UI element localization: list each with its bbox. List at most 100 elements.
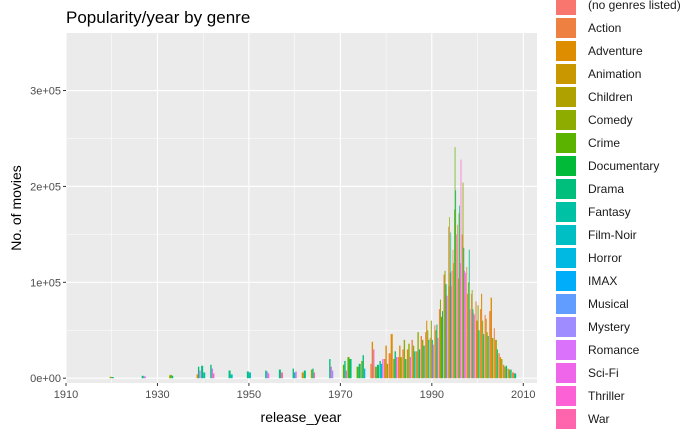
bar <box>210 364 212 379</box>
legend-key <box>556 87 576 107</box>
bar <box>356 366 359 379</box>
legend-key <box>556 179 576 199</box>
bar <box>450 232 452 379</box>
bar <box>440 316 442 379</box>
legend-label: Documentary <box>588 159 659 173</box>
bar <box>468 249 470 379</box>
x-tick-label: 1930 <box>145 389 169 401</box>
bar <box>449 217 450 379</box>
bar <box>444 270 446 379</box>
bar <box>111 377 114 379</box>
bar <box>510 369 512 379</box>
legend-label: Thriller <box>588 389 625 403</box>
legend-label: Sci-Fi <box>588 366 619 380</box>
bar <box>409 357 412 379</box>
bar <box>376 364 380 379</box>
bar <box>505 365 508 379</box>
bar <box>169 375 171 379</box>
bar <box>480 309 482 379</box>
legend-label: Adventure <box>588 44 643 58</box>
legend-key <box>556 317 576 337</box>
bar <box>469 309 471 379</box>
bar <box>446 295 448 379</box>
bar <box>349 359 352 379</box>
bar <box>246 371 249 379</box>
bar <box>295 371 297 379</box>
bar <box>303 370 306 379</box>
bar <box>143 376 146 379</box>
bar <box>417 332 419 379</box>
legend-key <box>556 225 576 245</box>
bar <box>374 366 377 379</box>
y-axis-title: No. of movies <box>8 165 24 251</box>
bar <box>458 213 460 379</box>
bar <box>463 247 465 379</box>
bar <box>512 372 515 379</box>
bar <box>489 311 491 379</box>
bar <box>361 360 363 379</box>
bar <box>508 369 511 379</box>
bar <box>197 366 200 379</box>
legend-label: Crime <box>588 136 620 150</box>
y-axis: 0e+00 1e+05 2e+05 3e+05 <box>30 86 66 385</box>
bar <box>331 370 334 379</box>
y-tick-label: 2e+05 <box>30 181 61 193</box>
bar <box>411 339 413 379</box>
bar <box>456 234 457 379</box>
bar <box>473 313 475 379</box>
legend-label: IMAX <box>588 274 617 288</box>
bar <box>476 320 478 379</box>
x-tick-label: 1950 <box>237 389 261 401</box>
legend-key <box>556 248 576 268</box>
bar <box>430 320 432 379</box>
y-tick-label: 0e+00 <box>30 373 61 385</box>
bar <box>362 355 364 379</box>
bar <box>342 364 345 379</box>
bar <box>426 320 428 379</box>
legend-label: Horror <box>588 251 622 265</box>
bar <box>504 366 506 379</box>
bar <box>382 359 384 379</box>
bar <box>423 345 425 379</box>
bar <box>203 372 206 379</box>
x-axis-title: release_year <box>261 409 342 425</box>
legend-key <box>556 133 576 153</box>
bar <box>293 372 296 379</box>
bar <box>397 357 400 379</box>
bar <box>310 369 313 379</box>
legend-key <box>556 340 576 360</box>
bar <box>213 373 215 379</box>
legend-key <box>556 110 576 130</box>
bar <box>439 299 441 379</box>
bar <box>495 339 497 379</box>
bar <box>363 368 366 379</box>
bar <box>384 359 386 379</box>
bar <box>459 263 461 379</box>
bar <box>465 272 466 379</box>
bar <box>461 234 463 379</box>
bar <box>464 270 466 379</box>
bar <box>431 339 433 379</box>
legend-key <box>556 64 576 84</box>
gridlines <box>65 33 537 383</box>
bar <box>474 314 476 379</box>
bar <box>457 224 458 379</box>
bar <box>477 305 479 379</box>
bar <box>418 349 421 379</box>
x-tick-label: 1970 <box>328 389 352 401</box>
bar <box>482 320 484 379</box>
bar <box>266 371 268 379</box>
bar <box>371 341 374 379</box>
bar <box>400 357 402 379</box>
bar <box>421 339 424 379</box>
bar <box>453 263 455 379</box>
legend-key <box>556 294 576 314</box>
bar <box>468 282 469 379</box>
legend-label: Romance <box>588 343 640 357</box>
bar <box>399 345 401 379</box>
bar <box>267 373 270 379</box>
chart-title: Popularity/year by genre <box>66 8 250 27</box>
legend-label: (no genres listed) <box>588 0 681 12</box>
bar <box>385 345 387 379</box>
bar <box>443 274 445 379</box>
